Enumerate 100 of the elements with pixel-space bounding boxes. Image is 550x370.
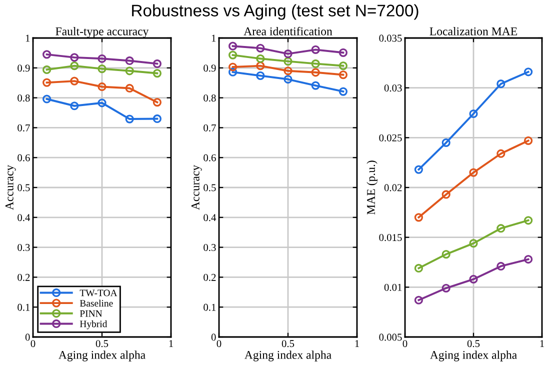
point bbox=[284, 74, 292, 84]
point bbox=[70, 62, 79, 70]
point bbox=[442, 250, 450, 259]
x-tick-label: 1 bbox=[540, 340, 544, 348]
y-tick-label: 0.9 bbox=[204, 64, 216, 72]
point bbox=[228, 68, 238, 76]
point bbox=[311, 59, 320, 68]
chart-title: Fault-type accuracy bbox=[56, 27, 149, 38]
point bbox=[152, 114, 162, 124]
x-tick-label: 0.5 bbox=[282, 340, 294, 348]
x-tick-label: 0 bbox=[216, 340, 222, 348]
chart-title: Localization MAE bbox=[430, 27, 518, 36]
point bbox=[524, 216, 533, 225]
point bbox=[284, 57, 292, 66]
point bbox=[469, 109, 478, 118]
y-tick-label: 0.1 bbox=[204, 304, 216, 311]
point bbox=[442, 284, 450, 292]
point bbox=[256, 62, 265, 70]
point bbox=[42, 94, 52, 104]
chart-title: Area identification bbox=[244, 26, 332, 36]
y-tick-label: 0.015 bbox=[379, 234, 402, 242]
point bbox=[469, 168, 478, 177]
point bbox=[414, 165, 424, 174]
point bbox=[70, 76, 79, 86]
point bbox=[524, 254, 533, 264]
y-tick-label: 0.025 bbox=[379, 134, 402, 142]
y-tick-label: 0.035 bbox=[379, 34, 402, 42]
point bbox=[284, 66, 292, 76]
point bbox=[42, 65, 52, 74]
y-axis-title: MAE (p.u.) bbox=[366, 160, 378, 215]
point bbox=[524, 136, 533, 145]
legend-label: PINN bbox=[80, 310, 102, 317]
point bbox=[496, 262, 506, 271]
point bbox=[469, 274, 478, 284]
y-axis-title: Accuracy bbox=[191, 164, 202, 210]
point bbox=[42, 50, 52, 59]
y-tick-label: 0 bbox=[211, 334, 216, 341]
point bbox=[125, 84, 134, 93]
point bbox=[414, 264, 424, 273]
x-tick-label: 0.5 bbox=[467, 340, 480, 348]
point bbox=[524, 68, 533, 76]
point bbox=[42, 78, 52, 87]
y-tick-label: 0.03 bbox=[384, 84, 402, 92]
legend-label: TW-TOA bbox=[80, 290, 118, 296]
point bbox=[442, 138, 450, 147]
point bbox=[338, 62, 348, 70]
point bbox=[228, 62, 238, 72]
y-tick-label: 0.5 bbox=[204, 184, 216, 192]
point bbox=[311, 81, 320, 90]
point bbox=[338, 87, 348, 96]
point bbox=[414, 296, 424, 304]
x-tick-label: 1 bbox=[355, 340, 359, 348]
y-axis-title: Accuracy bbox=[5, 164, 16, 210]
point bbox=[125, 56, 134, 66]
point bbox=[496, 80, 506, 88]
point bbox=[98, 54, 106, 63]
point bbox=[98, 98, 106, 108]
point bbox=[256, 44, 265, 52]
y-tick-label: 0.2 bbox=[204, 274, 216, 281]
point bbox=[414, 213, 424, 222]
y-tick-label: 0.6 bbox=[204, 154, 216, 162]
point bbox=[496, 224, 506, 233]
legend-label: Baseline bbox=[80, 300, 113, 307]
y-tick-label: 0.6 bbox=[18, 154, 30, 162]
x-tick-label: 0 bbox=[30, 340, 36, 348]
y-tick-label: 0.4 bbox=[204, 214, 216, 222]
x-tick-label: 1 bbox=[169, 340, 173, 348]
point bbox=[338, 48, 348, 57]
y-tick-label: 0.3 bbox=[18, 244, 30, 252]
y-tick-label: 0.8 bbox=[204, 94, 216, 102]
point bbox=[442, 190, 450, 199]
y-tick-label: 0.5 bbox=[18, 184, 30, 192]
y-tick-label: 0.9 bbox=[18, 64, 30, 72]
text: Robustness vs Aging (test set N=7200) bbox=[132, 4, 418, 20]
x-tick-label: 0 bbox=[402, 340, 408, 348]
y-tick-label: 0.01 bbox=[384, 284, 402, 291]
point bbox=[152, 98, 162, 107]
y-tick-label: 0.3 bbox=[204, 244, 216, 252]
point bbox=[496, 149, 506, 158]
x-axis-title: Aging index alpha bbox=[58, 350, 146, 362]
point bbox=[228, 42, 238, 50]
y-tick-label: 1 bbox=[212, 34, 216, 42]
y-tick-label: 0.8 bbox=[18, 94, 30, 102]
y-tick-label: 0.4 bbox=[18, 214, 30, 222]
point bbox=[338, 70, 348, 80]
y-tick-label: 0.1 bbox=[18, 304, 30, 311]
x-axis-title: Aging index alpha bbox=[430, 350, 517, 362]
point bbox=[125, 66, 134, 76]
y-tick-label: 0.7 bbox=[204, 124, 216, 132]
y-tick-label: 0 bbox=[25, 334, 30, 341]
point bbox=[70, 53, 79, 62]
legend-label: Hybrid bbox=[80, 320, 108, 330]
y-tick-label: 0.7 bbox=[18, 124, 30, 132]
y-tick-label: 0.2 bbox=[18, 274, 30, 281]
y-tick-label: 0.005 bbox=[379, 334, 402, 341]
point bbox=[70, 102, 79, 110]
point bbox=[311, 68, 320, 77]
point bbox=[311, 45, 320, 54]
point bbox=[284, 50, 292, 58]
point bbox=[98, 82, 106, 92]
